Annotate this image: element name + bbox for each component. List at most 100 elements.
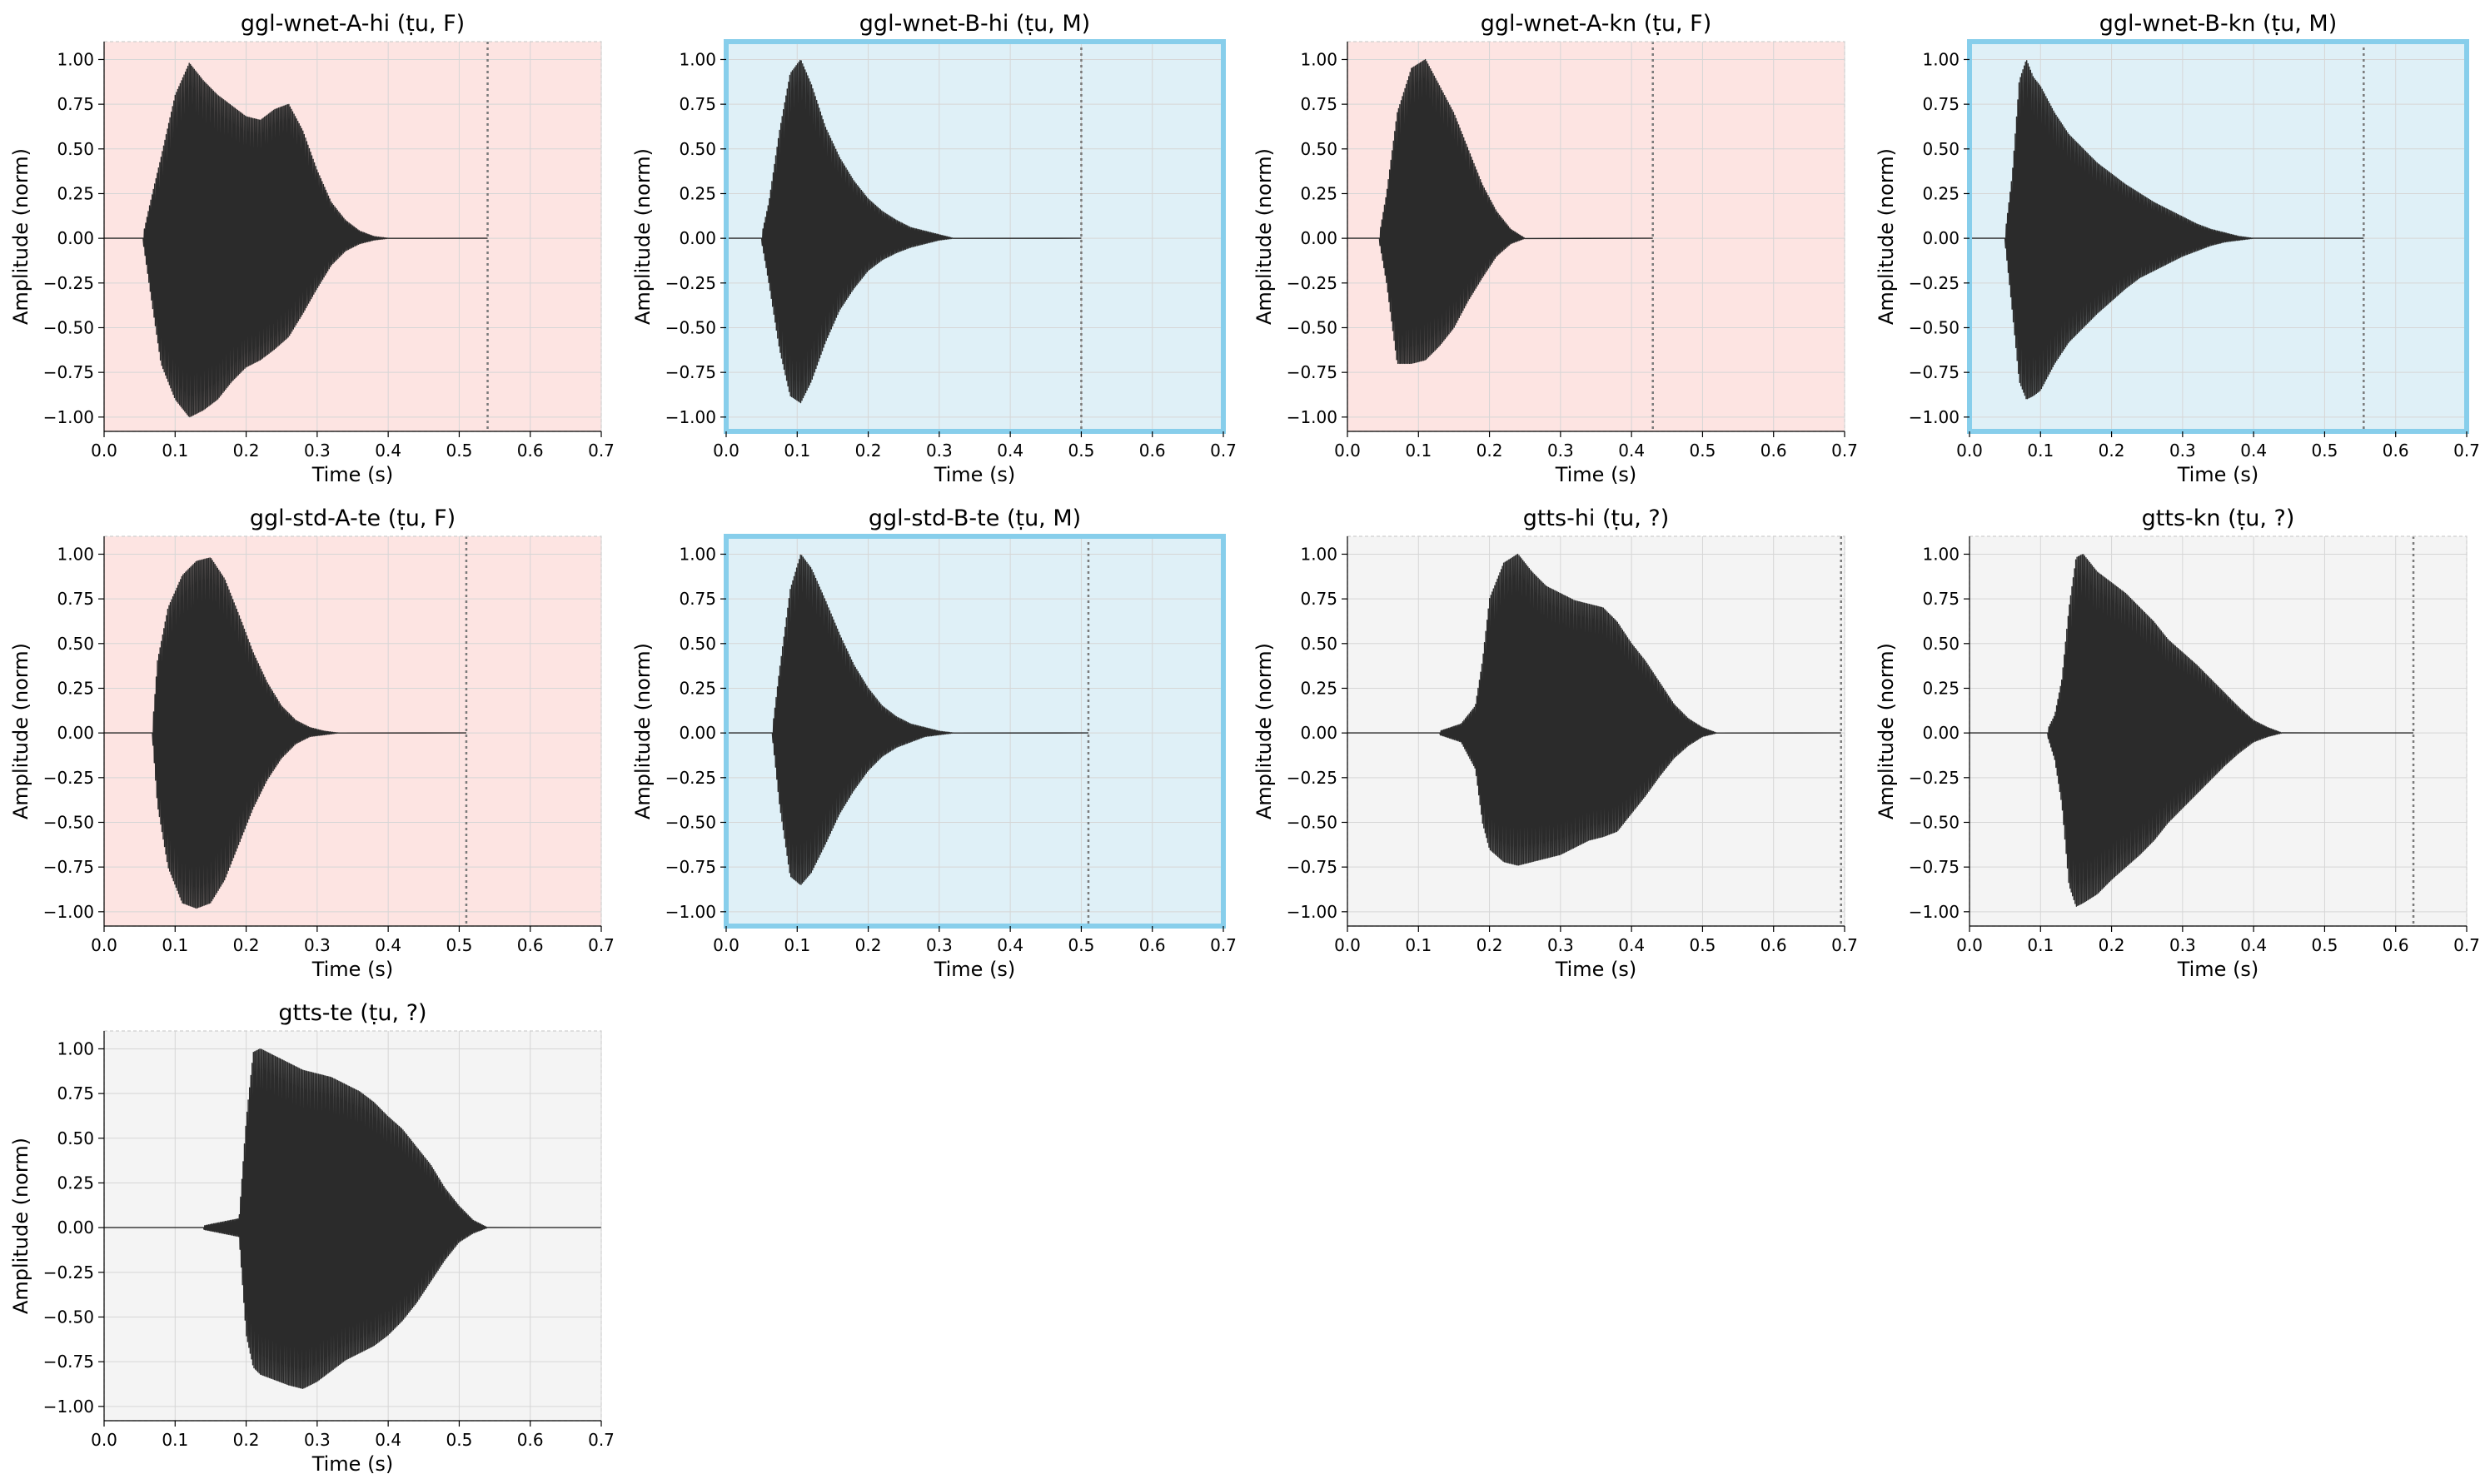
x-tick-label: 0.0 [1956, 441, 1983, 461]
waveform-line [1970, 60, 2364, 400]
x-tick-label: 0.0 [1334, 935, 1361, 955]
y-tick-label: 0.25 [1922, 678, 1960, 698]
x-tick-label: 0.2 [233, 1430, 260, 1450]
x-tick-label: 0.3 [304, 935, 331, 955]
y-tick-label: 0.25 [1300, 678, 1337, 698]
y-tick-label: −0.50 [1287, 317, 1337, 337]
y-tick-label: 0.75 [57, 1083, 94, 1103]
x-tick-label: 0.0 [713, 441, 740, 461]
y-axis-label: Amplitude (norm) [9, 1138, 32, 1314]
x-tick-label: 0.7 [588, 935, 615, 955]
y-tick-label: 1.00 [1300, 544, 1337, 564]
y-tick-label: 0.50 [1922, 139, 1960, 159]
y-tick-label: −0.50 [43, 317, 94, 337]
x-tick-label: 0.4 [375, 935, 401, 955]
x-tick-label: 0.1 [162, 935, 188, 955]
waveform-line [726, 554, 1089, 885]
y-tick-label: 0.75 [1922, 589, 1960, 609]
y-tick-label: −0.75 [1287, 362, 1337, 382]
subplot-title: gtts-hi (ṭu, ?) [1523, 505, 1670, 531]
subplot-6: 0.0 0.1 0.2 0.3 0.4 0.5 0.6 0.7 1.00 0.75 0.50 0.25… [1252, 505, 1858, 981]
y-tick-label: 1.00 [57, 49, 94, 69]
subplot-title: ggl-std-A-te (ṭu, F) [250, 505, 456, 531]
y-tick-label: 0.75 [1300, 94, 1337, 114]
y-tick-label: 0.50 [679, 139, 716, 159]
waveform-line [104, 1048, 602, 1389]
y-tick-label: 0.00 [1922, 723, 1960, 743]
y-tick-label: −0.75 [665, 857, 716, 877]
y-tick-label: −0.50 [665, 812, 716, 832]
x-tick-label: 0.7 [588, 1430, 615, 1450]
subplot-title: ggl-wnet-A-hi (ṭu, F) [241, 11, 465, 37]
x-tick-label: 0.0 [91, 935, 117, 955]
y-tick-label: −0.25 [43, 273, 94, 293]
y-tick-label: −0.50 [43, 812, 94, 832]
y-tick-label: −0.75 [1909, 857, 1960, 877]
x-tick-label: 0.1 [784, 441, 810, 461]
x-tick-label: 0.1 [2027, 935, 2054, 955]
x-tick-label: 0.2 [233, 935, 260, 955]
x-tick-label: 0.6 [2383, 935, 2409, 955]
x-tick-label: 0.1 [2027, 441, 2054, 461]
x-tick-label: 0.5 [1690, 441, 1716, 461]
x-tick-label: 0.1 [1405, 441, 1432, 461]
x-tick-label: 0.6 [517, 441, 544, 461]
y-tick-label: 0.00 [1300, 723, 1337, 743]
x-tick-label: 0.2 [233, 441, 260, 461]
x-tick-label: 0.4 [2240, 935, 2267, 955]
x-tick-label: 0.5 [1068, 441, 1095, 461]
y-tick-label: −0.50 [1909, 812, 1960, 832]
x-tick-label: 0.0 [713, 935, 740, 955]
y-tick-label: −1.00 [1909, 407, 1960, 427]
y-tick-label: −0.50 [665, 317, 716, 337]
y-tick-label: −0.75 [43, 1352, 94, 1372]
x-axis-label: Time (s) [311, 958, 394, 981]
subplot-frame [724, 39, 1226, 434]
y-tick-label: 0.25 [57, 1173, 94, 1193]
subplot-title: ggl-wnet-B-kn (ṭu, M) [2099, 11, 2338, 37]
y-tick-label: 0.75 [679, 589, 716, 609]
x-tick-label: 0.0 [1334, 441, 1361, 461]
x-tick-label: 0.1 [162, 441, 188, 461]
y-tick-label: 0.75 [679, 94, 716, 114]
subplot-title: ggl-std-B-te (ṭu, M) [869, 505, 1081, 531]
y-tick-label: 1.00 [57, 1038, 94, 1058]
x-tick-label: 0.7 [2453, 935, 2480, 955]
waveform-line [104, 62, 488, 418]
y-tick-label: 0.25 [1922, 183, 1960, 203]
subplot-0: 0.0 0.1 0.2 0.3 0.4 0.5 0.6 0.7 1.00 0.75 0.50 0.25… [9, 11, 615, 486]
y-axis-label: Amplitude (norm) [1252, 643, 1276, 819]
y-tick-label: −1.00 [1287, 407, 1337, 427]
y-axis-label: Amplitude (norm) [631, 643, 655, 819]
x-tick-label: 0.5 [2312, 935, 2338, 955]
y-tick-label: −0.75 [43, 857, 94, 877]
y-tick-label: −0.50 [1909, 317, 1960, 337]
y-tick-label: −0.75 [665, 362, 716, 382]
subplot-title: gtts-te (ṭu, ?) [278, 1000, 426, 1026]
x-tick-label: 0.5 [446, 935, 473, 955]
x-tick-label: 0.7 [1831, 441, 1858, 461]
subplot-5: 0.0 0.1 0.2 0.3 0.4 0.5 0.6 0.7 1.00 0.75 0.50 0.25… [631, 505, 1237, 981]
waveform-line [726, 59, 1082, 404]
x-axis-label: Time (s) [311, 463, 394, 486]
subplot-title: gtts-kn (ṭu, ?) [2142, 505, 2295, 531]
y-tick-label: −0.75 [1287, 857, 1337, 877]
subplot-frame [1967, 39, 2469, 434]
subplot-1: 0.0 0.1 0.2 0.3 0.4 0.5 0.6 0.7 1.00 0.75 0.50 0.25… [631, 11, 1237, 486]
y-tick-label: 0.50 [1300, 634, 1337, 654]
y-tick-label: 0.00 [57, 723, 94, 743]
y-tick-label: 0.25 [57, 183, 94, 203]
y-axis-label: Amplitude (norm) [9, 643, 32, 819]
x-tick-label: 0.4 [375, 441, 401, 461]
y-tick-label: −0.75 [43, 362, 94, 382]
y-tick-label: −0.25 [665, 273, 716, 293]
y-tick-label: −0.25 [1909, 768, 1960, 788]
y-tick-label: 0.50 [57, 139, 94, 159]
y-tick-label: 0.25 [57, 678, 94, 698]
y-tick-label: −0.75 [1909, 362, 1960, 382]
x-tick-label: 0.0 [1956, 935, 1983, 955]
waveform-line [1347, 58, 1653, 365]
x-axis-label: Time (s) [934, 463, 1016, 486]
subplot-title: ggl-wnet-B-hi (ṭu, M) [859, 11, 1090, 37]
x-axis-label: Time (s) [2177, 463, 2259, 486]
